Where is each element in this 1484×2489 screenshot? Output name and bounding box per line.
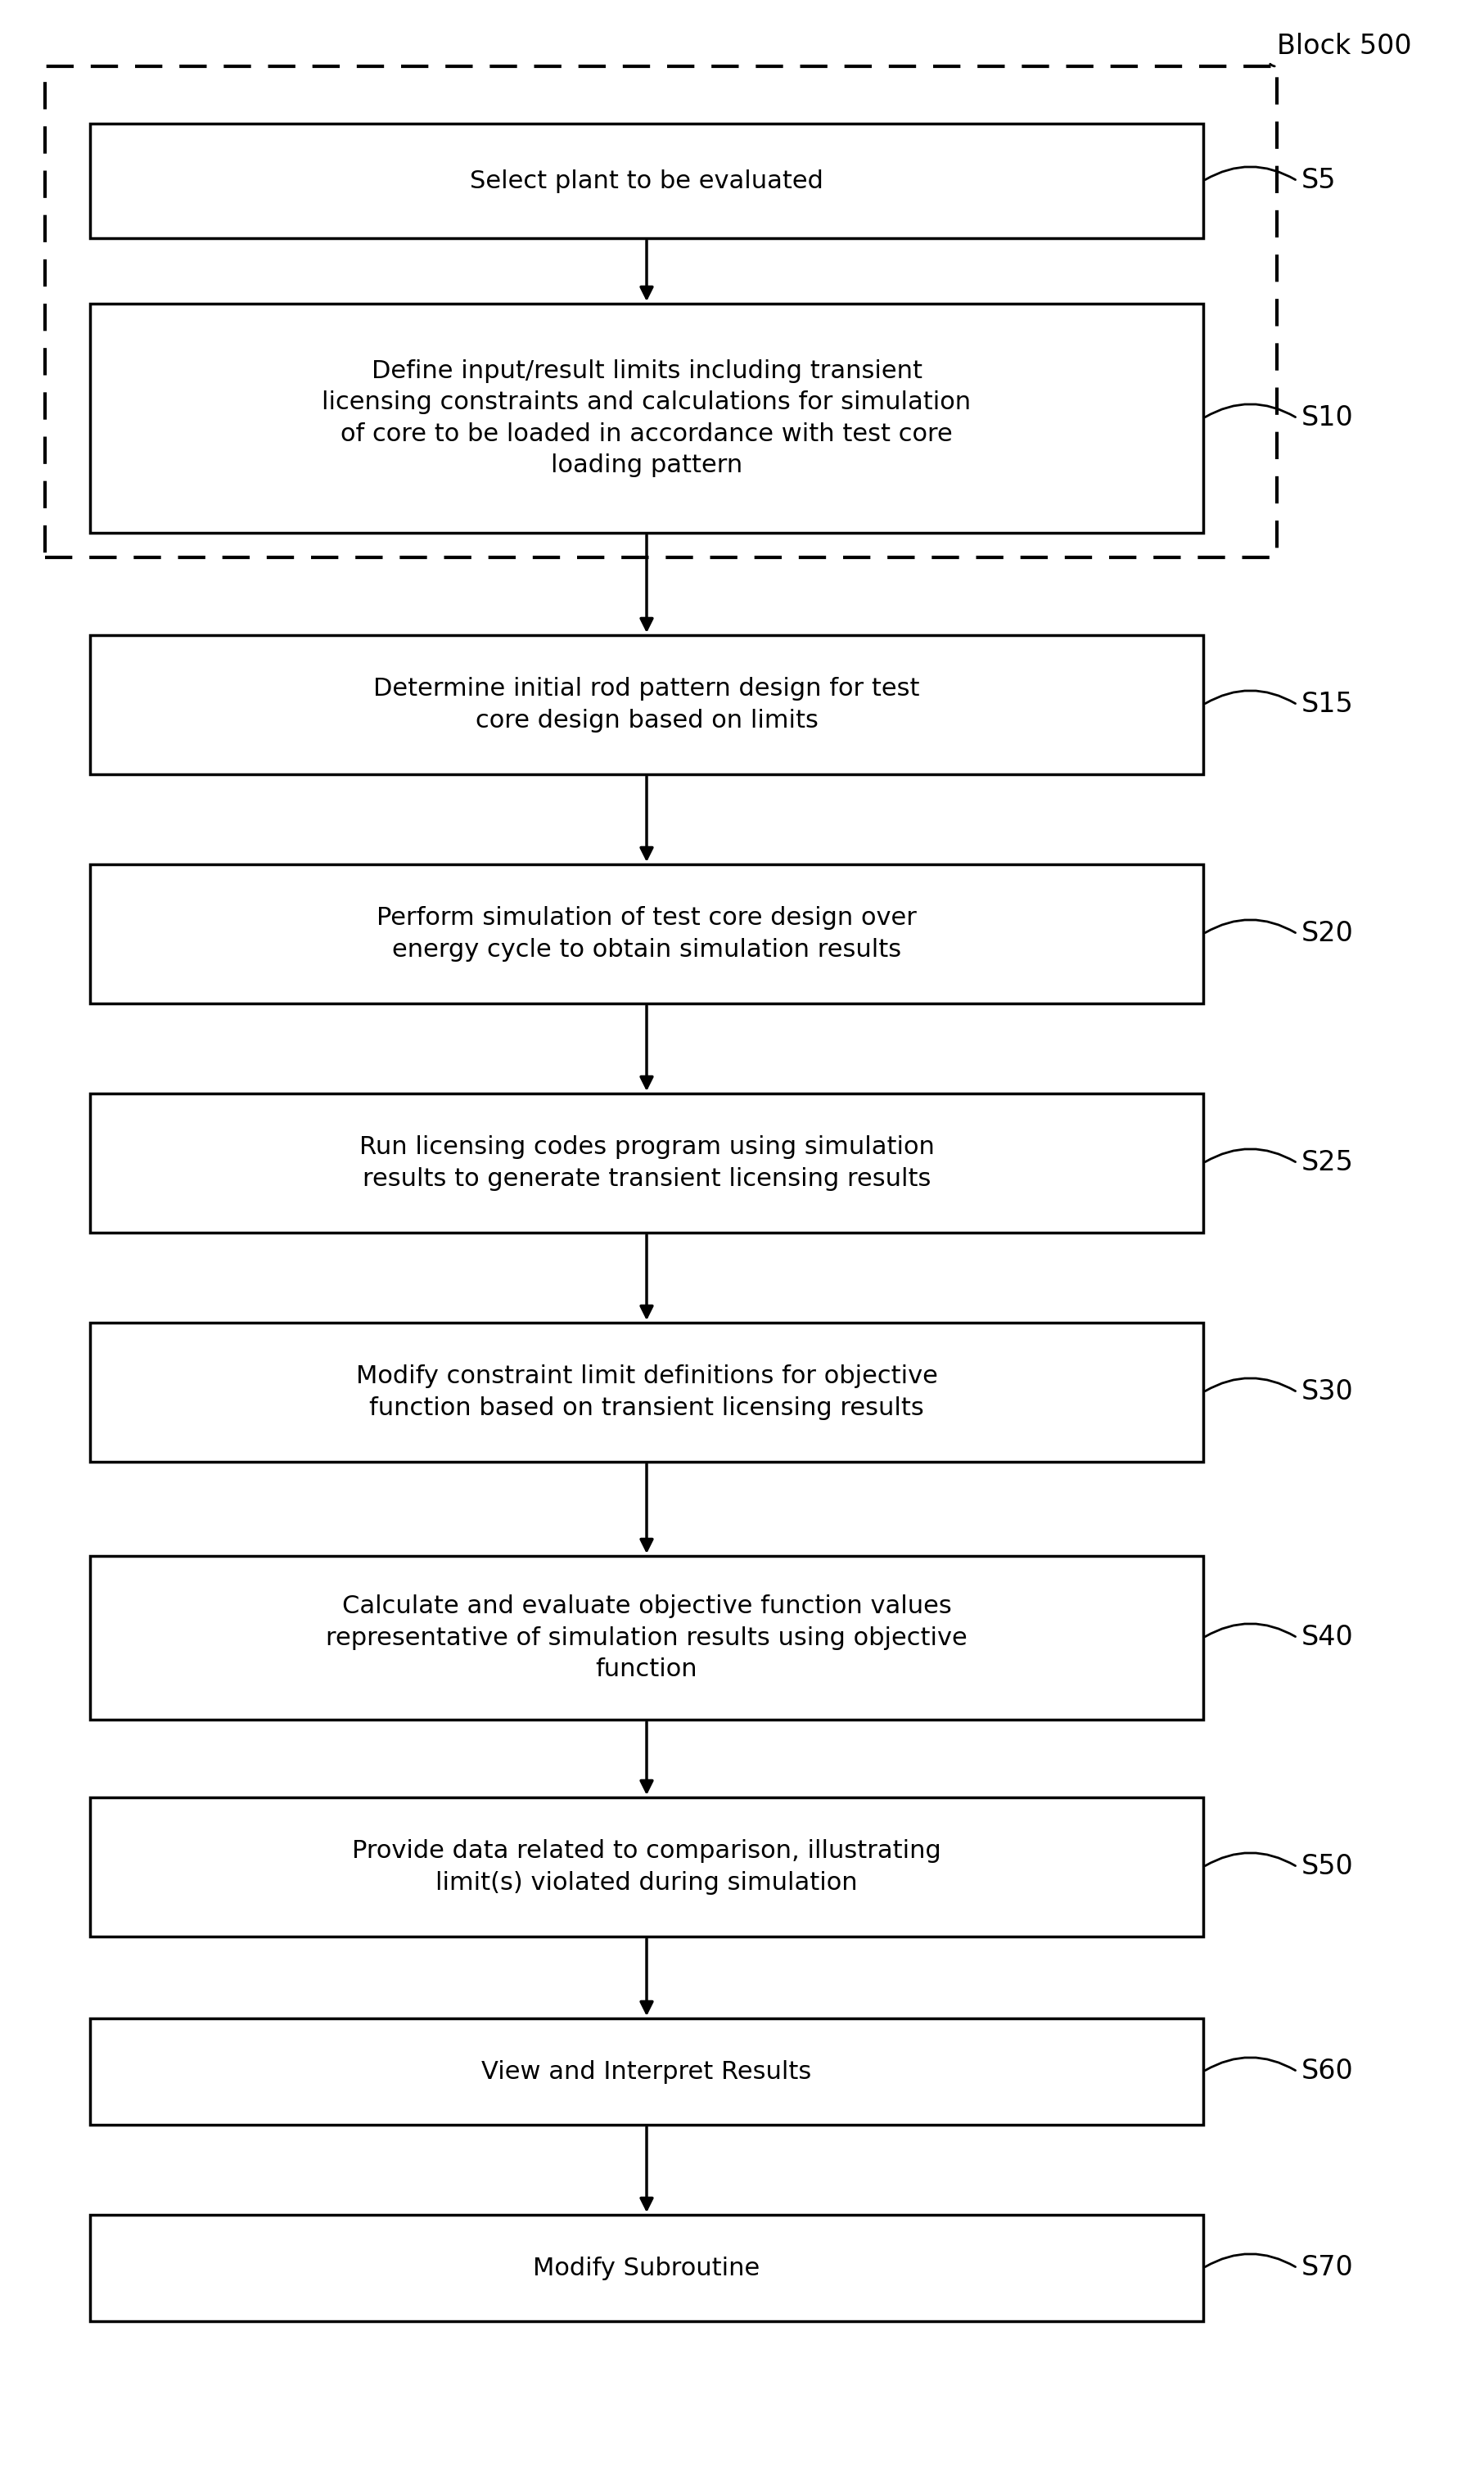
Bar xyxy=(91,864,1204,1003)
Text: Provide data related to comparison, illustrating
limit(s) violated during simula: Provide data related to comparison, illu… xyxy=(352,1839,941,1894)
FancyArrowPatch shape xyxy=(1205,1852,1296,1867)
Text: S50: S50 xyxy=(1301,1854,1353,1882)
Bar xyxy=(91,1322,1204,1461)
FancyArrowPatch shape xyxy=(1205,689,1296,704)
Bar xyxy=(91,2215,1204,2322)
Text: Define input/result limits including transient
licensing constraints and calcula: Define input/result limits including tra… xyxy=(322,358,971,478)
FancyArrowPatch shape xyxy=(1205,921,1296,933)
Bar xyxy=(91,1556,1204,1720)
Text: S20: S20 xyxy=(1301,921,1353,948)
Bar xyxy=(91,1093,1204,1232)
FancyArrowPatch shape xyxy=(1205,1379,1296,1391)
Text: Modify constraint limit definitions for objective
function based on transient li: Modify constraint limit definitions for … xyxy=(356,1364,938,1419)
Text: Select plant to be evaluated: Select plant to be evaluated xyxy=(470,169,824,192)
Bar xyxy=(91,2019,1204,2126)
Bar xyxy=(45,67,1276,558)
Bar xyxy=(91,1797,1204,1936)
Text: S40: S40 xyxy=(1301,1625,1353,1650)
Text: S30: S30 xyxy=(1301,1379,1353,1406)
Text: View and Interpret Results: View and Interpret Results xyxy=(482,2061,812,2083)
Text: S10: S10 xyxy=(1301,406,1353,431)
Bar xyxy=(91,304,1204,533)
Text: S60: S60 xyxy=(1301,2058,1353,2086)
Text: Determine initial rod pattern design for test
core design based on limits: Determine initial rod pattern design for… xyxy=(374,677,920,732)
Text: Run licensing codes program using simulation
results to generate transient licen: Run licensing codes program using simula… xyxy=(359,1135,935,1190)
Text: S25: S25 xyxy=(1301,1150,1353,1177)
FancyArrowPatch shape xyxy=(1205,1150,1296,1162)
FancyArrowPatch shape xyxy=(1205,167,1296,179)
Text: S5: S5 xyxy=(1301,167,1336,194)
Bar xyxy=(91,124,1204,239)
Text: Block 500: Block 500 xyxy=(1276,32,1411,60)
Text: Modify Subroutine: Modify Subroutine xyxy=(533,2255,760,2280)
Text: Perform simulation of test core design over
energy cycle to obtain simulation re: Perform simulation of test core design o… xyxy=(377,906,917,961)
Text: S15: S15 xyxy=(1301,692,1353,719)
FancyArrowPatch shape xyxy=(1205,403,1296,418)
Text: Calculate and evaluate objective function values
representative of simulation re: Calculate and evaluate objective functio… xyxy=(326,1595,968,1680)
Bar xyxy=(91,635,1204,774)
FancyArrowPatch shape xyxy=(1205,1623,1296,1638)
FancyArrowPatch shape xyxy=(1205,2058,1296,2071)
Text: S70: S70 xyxy=(1301,2255,1353,2282)
FancyArrowPatch shape xyxy=(1205,2255,1296,2267)
